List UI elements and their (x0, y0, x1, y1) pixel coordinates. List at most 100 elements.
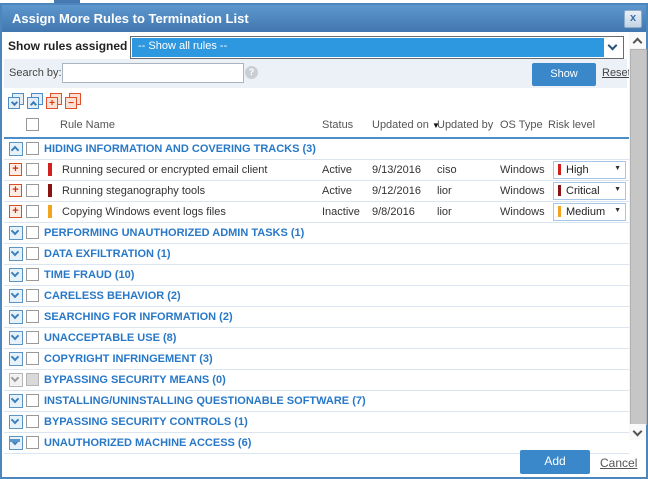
plus-icon: + (49, 97, 55, 109)
reset-link[interactable]: Reset (602, 67, 631, 79)
category-checkbox[interactable] (26, 142, 39, 155)
expand-rule-icon[interactable]: + (9, 205, 22, 218)
expand-group-icon[interactable] (9, 247, 23, 261)
chevron-down-icon (10, 331, 20, 341)
assign-rules-dialog: Assign More Rules to Termination List x … (0, 3, 648, 479)
category-label[interactable]: BYPASSING SECURITY CONTROLS (1) (44, 416, 248, 428)
header-updated-on[interactable]: Updated on ▼ (372, 119, 440, 131)
select-arrow-box[interactable] (604, 38, 622, 57)
category-row: DATA EXFILTRATION (1) (4, 244, 629, 265)
rule-updated-on: 9/8/2016 (372, 206, 415, 218)
header-rule-name[interactable]: Rule Name (60, 119, 116, 131)
close-icon[interactable]: x (624, 10, 642, 28)
rules-filter-select[interactable]: -- Show all rules -- (130, 36, 624, 59)
rule-checkbox[interactable] (26, 163, 39, 176)
scroll-up-icon[interactable] (629, 32, 646, 48)
search-bar: Search by: ? Show Reset (4, 59, 631, 88)
expand-group-icon[interactable] (9, 310, 23, 324)
rule-os-type: Windows (500, 206, 545, 218)
rule-checkbox[interactable] (26, 205, 39, 218)
header-risk-level[interactable]: Risk level (548, 119, 596, 131)
tree-toolbar: + − (8, 93, 81, 111)
category-checkbox[interactable] (26, 436, 39, 449)
minus-icon: − (68, 97, 74, 109)
expand-rule-icon[interactable]: + (9, 184, 22, 197)
expand-group-icon[interactable] (9, 373, 23, 387)
cancel-link[interactable]: Cancel (600, 456, 638, 470)
chevron-down-icon (10, 352, 20, 362)
expand-group-icon[interactable] (9, 226, 23, 240)
risk-severity-bar (48, 163, 52, 176)
table-header: Rule Name Status Updated on ▼ Updated by… (4, 114, 629, 139)
category-checkbox[interactable] (26, 331, 39, 344)
category-label[interactable]: DATA EXFILTRATION (1) (44, 248, 171, 260)
category-checkbox[interactable] (26, 268, 39, 281)
uncheck-all-icon[interactable]: − (65, 93, 81, 109)
chevron-down-icon (10, 289, 20, 299)
category-checkbox[interactable] (26, 415, 39, 428)
category-row: HIDING INFORMATION AND COVERING TRACKS (… (4, 139, 629, 160)
expand-all-icon[interactable] (8, 93, 24, 109)
category-label[interactable]: COPYRIGHT INFRINGEMENT (3) (44, 353, 213, 365)
risk-level-select[interactable]: High ▼ (553, 161, 626, 179)
check-all-icon[interactable]: + (46, 93, 62, 109)
expand-group-icon[interactable] (9, 331, 23, 345)
category-label[interactable]: CARELESS BEHAVIOR (2) (44, 290, 181, 302)
category-checkbox[interactable] (26, 394, 39, 407)
category-label[interactable]: HIDING INFORMATION AND COVERING TRACKS (… (44, 143, 316, 155)
expand-group-icon[interactable] (9, 289, 23, 303)
filter-selected-option: -- Show all rules -- (132, 38, 604, 57)
expand-group-icon[interactable] (9, 394, 23, 408)
category-label[interactable]: SEARCHING FOR INFORMATION (2) (44, 311, 233, 323)
expand-group-icon[interactable] (9, 268, 23, 282)
clipped-next-group-row (9, 439, 20, 442)
category-label[interactable]: TIME FRAUD (10) (44, 269, 135, 281)
filter-label: Show rules assigned to (8, 39, 143, 53)
category-label[interactable]: UNAUTHORIZED MACHINE ACCESS (6) (44, 437, 252, 449)
vertical-scrollbar[interactable] (629, 32, 647, 440)
header-status[interactable]: Status (322, 119, 354, 131)
category-checkbox[interactable] (26, 247, 39, 260)
expand-rule-icon[interactable]: + (9, 163, 22, 176)
expand-group-icon[interactable] (9, 352, 23, 366)
select-all-checkbox[interactable] (26, 118, 39, 131)
chevron-down-icon (10, 310, 20, 320)
category-row: INSTALLING/UNINSTALLING QUESTIONABLE SOF… (4, 391, 629, 412)
search-input[interactable] (62, 63, 244, 83)
scroll-down-icon[interactable] (629, 424, 646, 440)
rule-updated-by: lior (437, 206, 452, 218)
category-label[interactable]: PERFORMING UNAUTHORIZED ADMIN TASKS (1) (44, 227, 305, 239)
rule-name: Copying Windows event logs files (62, 206, 226, 218)
header-os-type[interactable]: OS Type (500, 119, 543, 131)
rule-checkbox[interactable] (26, 184, 39, 197)
category-label[interactable]: UNACCEPTABLE USE (8) (44, 332, 177, 344)
scrollbar-thumb[interactable] (630, 49, 647, 425)
collapse-group-icon[interactable] (9, 142, 23, 156)
chevron-down-icon (607, 40, 618, 51)
expand-group-icon[interactable] (9, 415, 23, 429)
risk-severity-bar (48, 184, 52, 197)
chevron-down-icon (10, 226, 20, 236)
rule-status: Active (322, 164, 352, 176)
rule-status: Inactive (322, 206, 360, 218)
category-checkbox[interactable] (26, 226, 39, 239)
category-label[interactable]: INSTALLING/UNINSTALLING QUESTIONABLE SOF… (44, 395, 366, 407)
category-row: BYPASSING SECURITY MEANS (0) (4, 370, 629, 391)
rule-name: Running steganography tools (62, 185, 206, 197)
category-checkbox[interactable] (26, 289, 39, 302)
show-button[interactable]: Show (532, 63, 596, 86)
header-updated-by[interactable]: Updated by (437, 119, 494, 131)
collapse-all-icon[interactable] (27, 93, 43, 109)
risk-color-bar (558, 206, 561, 217)
category-label[interactable]: BYPASSING SECURITY MEANS (0) (44, 374, 226, 386)
risk-level-select[interactable]: Critical ▼ (553, 182, 626, 200)
risk-level-select[interactable]: Medium ▼ (553, 203, 626, 221)
help-icon: ? (245, 66, 258, 79)
chevron-down-icon (10, 247, 20, 257)
category-checkbox[interactable] (26, 310, 39, 323)
chevron-up-icon (29, 100, 37, 108)
add-button[interactable]: Add (520, 450, 590, 474)
category-checkbox[interactable] (26, 352, 39, 365)
rule-updated-on: 9/13/2016 (372, 164, 421, 176)
